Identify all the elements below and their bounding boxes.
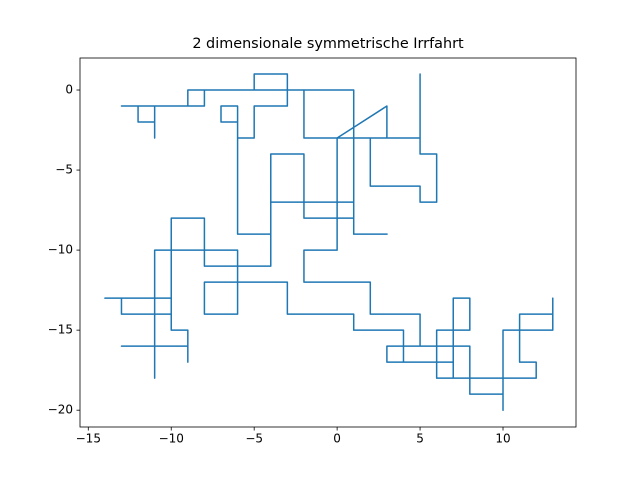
y-tick-label: −10 xyxy=(48,243,73,257)
x-tick-label: −15 xyxy=(76,432,101,446)
y-tick-label: −20 xyxy=(48,403,73,417)
walk-line xyxy=(104,73,554,411)
chart-title: 2 dimensionale symmetrische Irrfahrt xyxy=(192,36,464,52)
x-tick-label: −10 xyxy=(159,432,184,446)
x-tick-label: 10 xyxy=(495,432,510,446)
y-tick-label: 0 xyxy=(65,83,73,97)
y-tick-label: −5 xyxy=(55,163,73,177)
x-tick-label: −5 xyxy=(245,432,263,446)
plot-frame xyxy=(79,57,577,428)
y-tick-label: −15 xyxy=(48,323,73,337)
x-tick-label: 5 xyxy=(416,432,424,446)
x-tick-label: 0 xyxy=(333,432,341,446)
